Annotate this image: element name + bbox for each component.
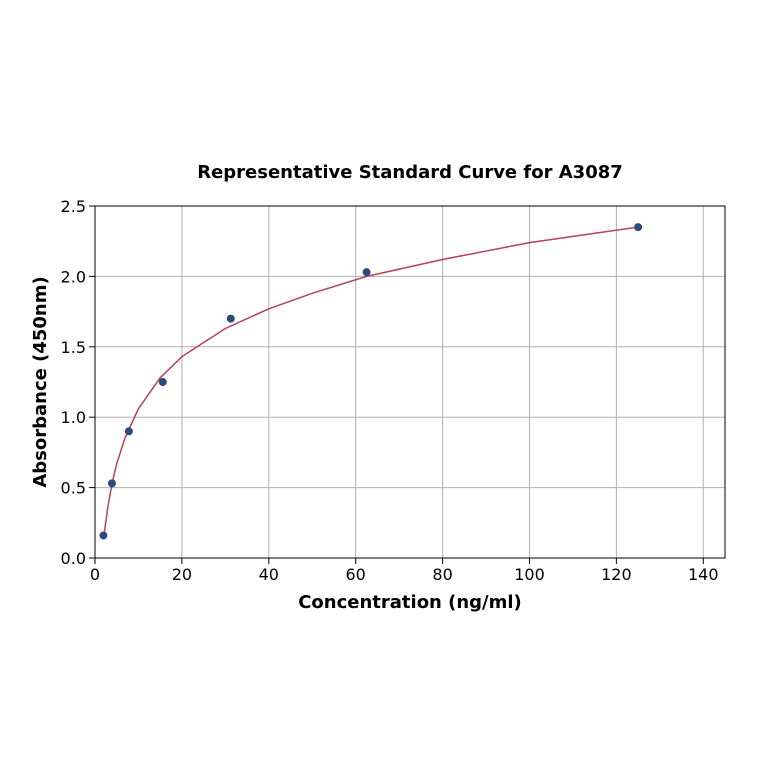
data-point: [107, 479, 116, 488]
x-tick-label: 140: [688, 565, 719, 584]
x-tick-label: 40: [259, 565, 279, 584]
x-tick-label: 20: [172, 565, 192, 584]
axis-ticks: 0 20 40 60 80 100 120 140 0.0 0.5 1.0 1.5 2.0 2.5: [61, 197, 719, 584]
x-tick-label: 120: [601, 565, 632, 584]
y-tick-label: 1.0: [61, 408, 86, 427]
data-point: [99, 531, 108, 540]
chart-title: Representative Standard Curve for A3087: [197, 162, 623, 183]
x-tick-label: 60: [346, 565, 366, 584]
x-tick-label: 80: [432, 565, 452, 584]
y-tick-label: 0.5: [61, 479, 86, 498]
data-point: [634, 223, 643, 232]
plot-frame: [94, 205, 726, 559]
x-tick-label: 100: [514, 565, 545, 584]
data-point: [226, 314, 235, 323]
y-tick-label: 2.0: [61, 267, 86, 286]
fitted-curve-line: [102, 226, 639, 539]
data-point: [362, 268, 371, 277]
data-point: [158, 378, 167, 386]
y-tick-label: 0.0: [61, 549, 86, 568]
data-point: [124, 427, 133, 436]
data-points-layer: [99, 223, 643, 540]
y-axis-label: Absorbance (450nm): [30, 276, 51, 487]
x-tick-label: 0: [90, 565, 100, 584]
y-tick-label: 1.5: [61, 338, 86, 357]
y-tick-label: 2.5: [61, 197, 86, 216]
fitted-curve-layer: [102, 226, 639, 539]
x-axis-label: Concentration (ng/ml): [298, 592, 522, 613]
